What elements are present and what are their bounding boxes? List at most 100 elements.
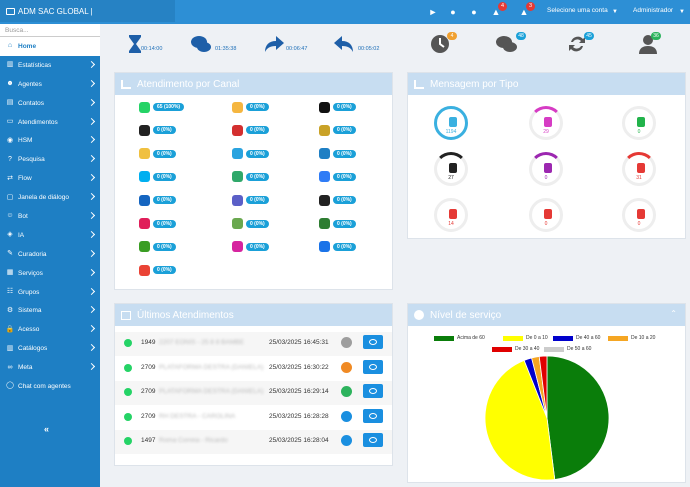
canal-gbm[interactable]: 0 (0%) (319, 241, 356, 253)
message-type-text[interactable]: 1194 (434, 106, 468, 140)
canal-skype[interactable]: 0 (0%) (139, 171, 176, 183)
curation-icon: ✎ (7, 250, 13, 258)
sidebar-item-grupos[interactable]: ☷ Grupos (0, 283, 100, 302)
canal-google[interactable]: 0 (0%) (139, 264, 176, 276)
pie-slice-de-30-a-40[interactable] (538, 355, 548, 419)
message-type-clipboard[interactable]: 0 (529, 198, 563, 232)
sidebar-item-home[interactable]: ⌂ Home (0, 37, 100, 56)
sidebar-item-flow[interactable]: ⇄ Flow (0, 169, 100, 188)
ultimos-panel-header: Últimos Atendimentos (115, 304, 392, 326)
message-type-interactive[interactable]: 0 (622, 198, 656, 232)
sidebar-item-contatos[interactable]: ▤ Contatos (0, 94, 100, 113)
account-select[interactable]: Selecione uma conta (547, 7, 608, 14)
message-type-audio[interactable]: 27 (434, 152, 468, 186)
chat-icon[interactable]: ● (471, 7, 477, 17)
canal-zendesk[interactable]: 0 (0%) (232, 218, 269, 230)
message-type-video[interactable]: 0 (622, 106, 656, 140)
canal-slack[interactable]: 0 (0%) (139, 218, 176, 230)
google-icon (139, 264, 150, 276)
legend-item[interactable]: De 30 a 40 (492, 346, 539, 352)
canal-outlook[interactable]: 0 (0%) (139, 194, 176, 206)
message-type-bookmark[interactable]: 14 (434, 198, 468, 232)
sidebar-item-chat-com-agentes[interactable]: ◯ Chat com agentes (0, 377, 100, 396)
laptop-icon: ▭ (6, 118, 14, 125)
account-chevron-icon[interactable]: ▼ (612, 9, 618, 15)
user-chevron-icon[interactable]: ▼ (679, 9, 685, 15)
wechat-icon (139, 124, 150, 136)
user-select[interactable]: Administrador (633, 7, 674, 14)
sidebar-item-janela-de-di-logo[interactable]: ▢ Janela de diálogo (0, 188, 100, 207)
canal-wechat[interactable]: 0 (0%) (139, 124, 176, 136)
sidebar-item-hsm[interactable]: ◉ HSM (0, 131, 100, 150)
megaphone-icon[interactable]: ► (428, 7, 438, 17)
bookmark-icon (449, 209, 457, 219)
collapse-sidebar-button[interactable]: « (44, 424, 50, 434)
legend-item[interactable]: De 50 a 60 (544, 346, 591, 352)
chevron-up-icon[interactable]: ⌃ (670, 309, 677, 318)
search-input[interactable]: Busca... (0, 24, 100, 37)
user-icon[interactable]: ● (450, 7, 456, 17)
canal-voice[interactable]: 0 (0%) (319, 148, 356, 160)
message-type-document[interactable]: 31 (622, 152, 656, 186)
canal-mercadolivre[interactable]: 0 (0%) (139, 241, 176, 253)
pie-slice-acima-de-60[interactable] (546, 355, 610, 480)
message-type-image[interactable]: 29 (529, 106, 563, 140)
view-button[interactable] (363, 335, 383, 349)
canal-teams[interactable]: 0 (0%) (232, 194, 269, 206)
canal-workplace[interactable]: 0 (0%) (319, 194, 356, 206)
whatsapp-icon (139, 101, 150, 113)
view-button[interactable] (363, 433, 383, 447)
canal-imessage[interactable]: 0 (0%) (319, 124, 356, 136)
sidebar-item-ia[interactable]: ◈ IA (0, 226, 100, 245)
canal-email[interactable]: 0 (0%) (232, 124, 269, 136)
canal-instagram[interactable]: 0 (0%) (232, 241, 269, 253)
bar-chart-icon (414, 79, 424, 89)
reply-icon (334, 36, 353, 52)
canal-value: 0 (0%) (246, 242, 269, 251)
legend-item[interactable]: De 10 a 20 (608, 335, 655, 341)
view-button[interactable] (363, 384, 383, 398)
message-type-location[interactable]: 0 (529, 152, 563, 186)
legend-item[interactable]: Acima de 60 (434, 335, 485, 341)
legend-item[interactable]: De 40 a 60 (553, 335, 600, 341)
table-row[interactable]: 2709 PLATAFORMA DESTRA (DANIELA) 25/03/202… (115, 381, 392, 405)
view-button[interactable] (363, 408, 383, 423)
pie-slice-de-0-a-10[interactable] (484, 359, 556, 480)
bell-icon[interactable]: ▲ (519, 7, 529, 17)
canal-chat[interactable]: 0 (0%) (232, 101, 269, 113)
sidebar-item-agentes[interactable]: ☻ Agentes (0, 75, 100, 94)
sidebar-item-cat-logos[interactable]: ▥ Catálogos (0, 339, 100, 358)
table-row[interactable]: 2709 PLATAFORMA DESTRA (DANIELA) 25/03/202… (115, 357, 392, 381)
sidebar-item-atendimentos[interactable]: ▭ Atendimentos (0, 113, 100, 132)
sidebar-item-servi-os[interactable]: ▦ Serviços (0, 264, 100, 283)
canal-sms[interactable]: 0 (0%) (139, 148, 176, 160)
canal-phone[interactable]: 0 (0%) (232, 171, 269, 183)
sidebar-item-label: Acesso (18, 326, 40, 334)
instagram-icon (232, 241, 243, 253)
canal-line[interactable]: 0 (0%) (319, 218, 356, 230)
sidebar-item-estat-sticas[interactable]: ▥ Estatísticas (0, 56, 100, 75)
sidebar-item-bot[interactable]: ☺ Bot (0, 207, 100, 226)
sidebar-item-acesso[interactable]: 🔒 Acesso (0, 320, 100, 339)
canal-x[interactable]: 0 (0%) (319, 101, 356, 113)
clipboard-icon (544, 209, 552, 219)
view-button[interactable] (363, 359, 383, 374)
mensagem-panel-title: Mensagem por Tipo (430, 78, 519, 90)
canal-messenger[interactable]: 0 (0%) (319, 171, 356, 183)
canal-whatsapp[interactable]: 65 (100%) (139, 101, 185, 113)
sidebar-item-meta[interactable]: ∞ Meta (0, 358, 100, 377)
sidebar-item-curadoria[interactable]: ✎ Curadoria (0, 245, 100, 264)
warning-icon[interactable]: ▲ (491, 7, 501, 17)
sidebar-item-sistema[interactable]: ⚙ Sistema (0, 301, 100, 320)
table-row[interactable]: 1949 2207 EONIS - 25 8 8 BAMBE 25/03/2025 … (115, 332, 392, 356)
canal-telegram[interactable]: 0 (0%) (232, 148, 269, 160)
legend-item[interactable]: De 0 a 10 (503, 335, 548, 341)
table-row[interactable]: 1497 Roma Correia - Ricardo 25/03/2025 16:… (115, 430, 392, 454)
legend-label: De 50 a 60 (567, 346, 592, 352)
chevron-right-icon (87, 98, 96, 106)
legend-swatch (608, 335, 628, 341)
atendimento-id: 2709 (141, 363, 156, 371)
sidebar-item-pesquisa[interactable]: ? Pesquisa (0, 150, 100, 169)
brand[interactable]: ADM SAC GLOBAL | (0, 0, 175, 22)
table-row[interactable]: 2709 RH DESTRA - CAROLINA 25/03/2025 16:28… (115, 406, 392, 430)
